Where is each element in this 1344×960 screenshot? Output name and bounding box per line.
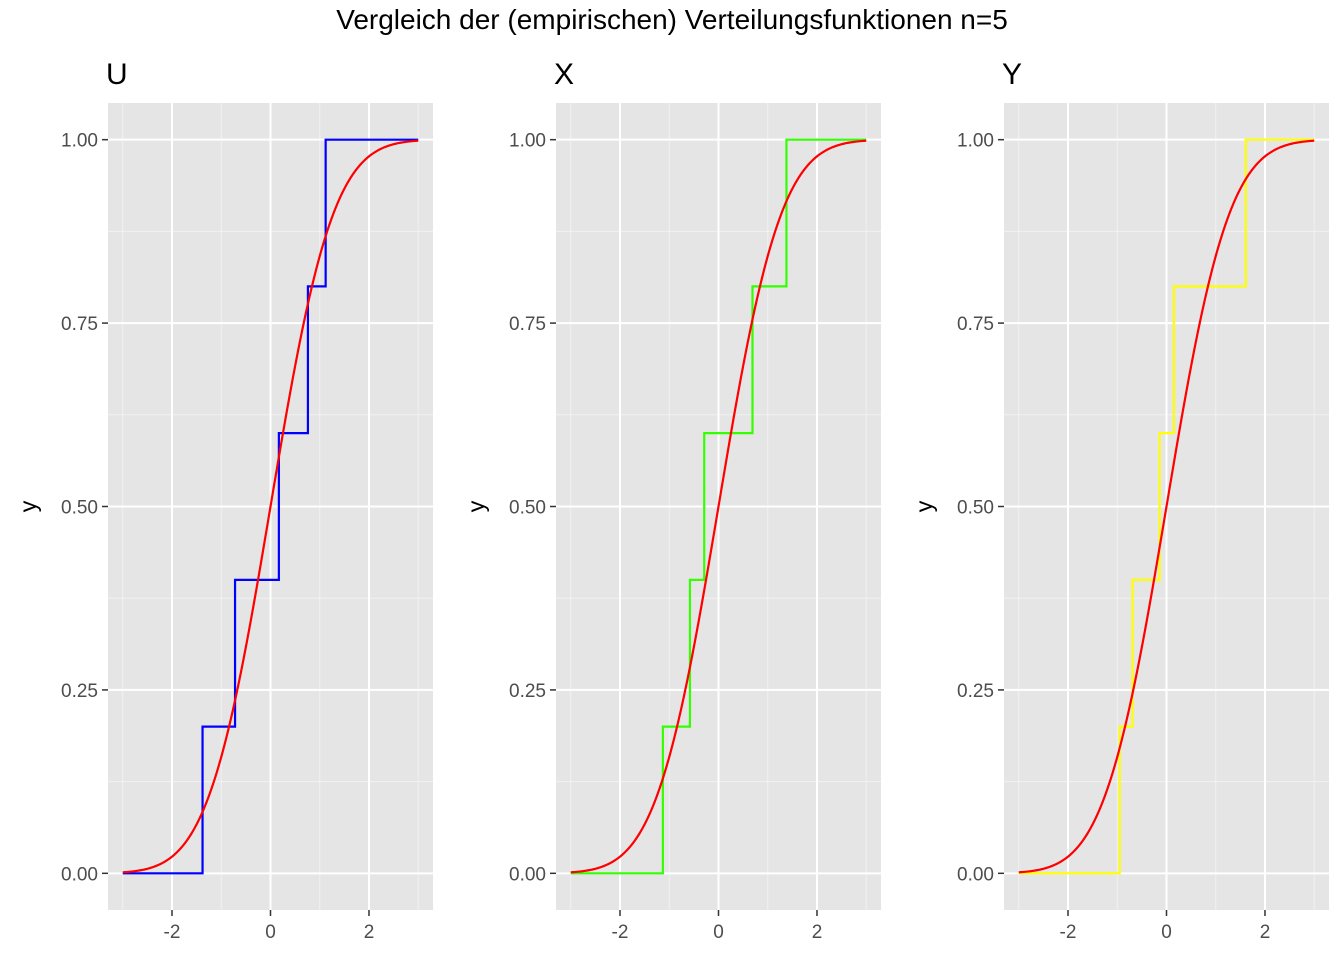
panel-subtitle: X: [554, 58, 574, 91]
y-tick-label: 0.50: [61, 498, 98, 519]
x-tick-label: 2: [812, 922, 823, 943]
x-tick-label: -2: [612, 922, 629, 943]
normal-cdf-line: [570, 139, 867, 874]
y-tick-label: 1.00: [61, 131, 98, 152]
panel-subtitle: Y: [1002, 58, 1022, 91]
y-tick-label: 0.50: [957, 498, 994, 519]
y-axis-label: y: [911, 500, 937, 512]
normal-cdf-line: [1018, 139, 1315, 874]
y-tick-label: 0.25: [61, 681, 98, 702]
y-tick-label: 0.00: [509, 864, 546, 885]
y-axis-label: y: [463, 500, 489, 512]
y-axis-label: y: [15, 500, 41, 512]
x-tick-label: -2: [164, 922, 181, 943]
x-tick-label: 0: [265, 922, 276, 943]
y-tick-label: 1.00: [509, 131, 546, 152]
panel-x: 0.00 0.25 0.50 0.75 1.00 -2 0 2 Xy: [463, 58, 881, 943]
normal-cdf-line: [122, 139, 419, 874]
x-tick-label: 2: [364, 922, 375, 943]
x-tick-label: 0: [1161, 922, 1172, 943]
panel-subtitle: U: [106, 58, 128, 91]
figure-title: Vergleich der (empirischen) Verteilungsf…: [336, 4, 1008, 35]
x-tick-label: 0: [713, 922, 724, 943]
y-tick-label: 0.50: [509, 498, 546, 519]
panel-y: 0.00 0.25 0.50 0.75 1.00 -2 0 2 Yy: [911, 58, 1329, 943]
y-tick-label: 0.25: [957, 681, 994, 702]
y-tick-label: 0.00: [61, 864, 98, 885]
y-tick-label: 0.00: [957, 864, 994, 885]
x-tick-label: 2: [1260, 922, 1271, 943]
ecdf-line: [570, 138, 867, 875]
ecdf-line: [122, 138, 419, 875]
panel-u: 0.00 0.25 0.50 0.75 1.00 -2 0 2 Uy: [15, 58, 433, 943]
y-tick-label: 1.00: [957, 131, 994, 152]
y-tick-label: 0.75: [957, 314, 994, 335]
x-tick-label: -2: [1060, 922, 1077, 943]
y-tick-label: 0.75: [509, 314, 546, 335]
y-tick-label: 0.25: [509, 681, 546, 702]
y-tick-label: 0.75: [61, 314, 98, 335]
